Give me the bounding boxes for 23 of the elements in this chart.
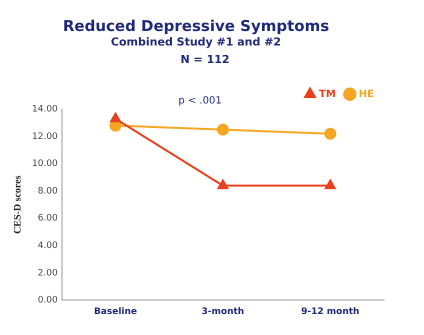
point bbox=[324, 180, 336, 190]
text: N = 112 bbox=[180, 52, 230, 66]
point bbox=[216, 124, 229, 136]
chart-subtitle: Combined Study #1 and #2 bbox=[110, 35, 282, 48]
y-tick-label: 10.00 bbox=[32, 159, 58, 170]
x-tick-label: 3-month bbox=[202, 306, 244, 317]
point bbox=[110, 112, 121, 122]
point bbox=[218, 180, 228, 190]
y-tick-label: 0.00 bbox=[38, 296, 58, 306]
y-tick-label: 12.00 bbox=[32, 132, 58, 142]
legend-label: HE bbox=[358, 88, 374, 100]
text: p < .001 bbox=[178, 96, 222, 107]
point bbox=[324, 128, 336, 140]
x-tick-label: Baseline bbox=[94, 306, 138, 317]
y-tick-label: 8.00 bbox=[38, 186, 58, 196]
legend-label: TM bbox=[319, 88, 336, 100]
y-tick-label: 14.00 bbox=[32, 104, 58, 115]
y-tick-label: 6.00 bbox=[38, 214, 58, 224]
y-tick-label: 2.00 bbox=[38, 268, 58, 278]
chart-title: Reduced Depressive Symptoms bbox=[62, 16, 330, 35]
y-tick-label: 4.00 bbox=[38, 240, 58, 251]
y-axis-title: CES-D scores bbox=[12, 175, 24, 234]
x-tick-label: 9-12 month bbox=[301, 306, 360, 317]
